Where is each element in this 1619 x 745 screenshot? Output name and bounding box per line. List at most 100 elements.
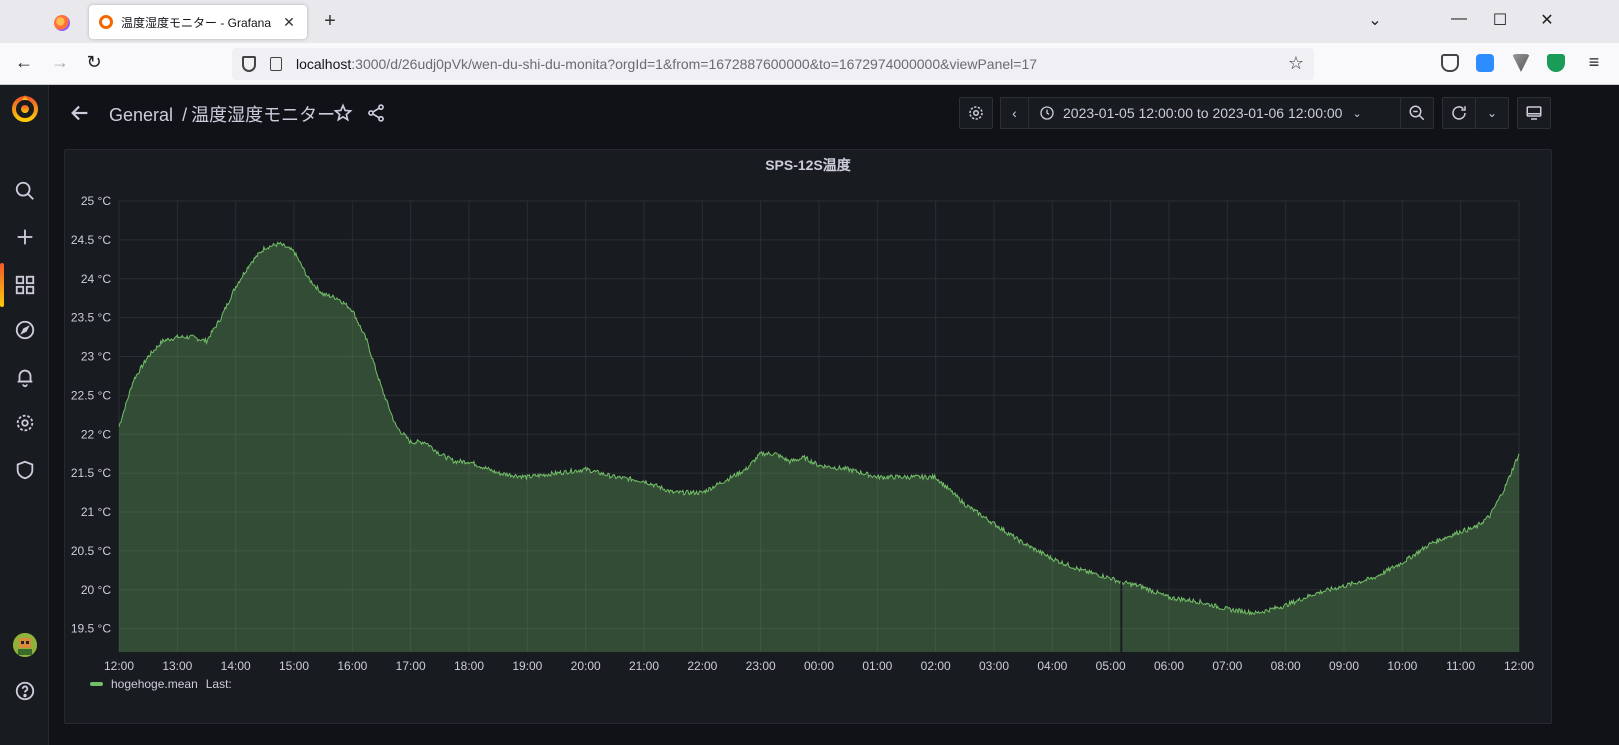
y-tick-label: 23 °C [81, 350, 111, 364]
y-tick-label: 24 °C [81, 272, 111, 286]
tab-title: 温度湿度モニター - Grafana [121, 15, 272, 30]
breadcrumb-folder[interactable]: General [109, 105, 174, 125]
alerting-bell-icon[interactable] [0, 359, 49, 395]
gear-icon [969, 106, 983, 120]
x-tick-label: 17:00 [396, 659, 426, 673]
legend-series-name[interactable]: hogehoge.mean [111, 677, 198, 691]
minimize-window-button[interactable]: — [1451, 10, 1467, 27]
refresh-interval-dropdown[interactable]: ⌄ [1475, 97, 1509, 129]
x-tick-label: 03:00 [979, 659, 1009, 673]
browser-nav-bar: ← → ↻ localhost:3000/d/26udj0pVk/wen-du-… [0, 43, 1619, 85]
y-tick-label: 20.5 °C [71, 544, 111, 558]
x-tick-label: 21:00 [629, 659, 659, 673]
favorite-star-icon[interactable] [333, 103, 353, 123]
dashboards-grid-icon[interactable] [0, 261, 49, 309]
series-line[interactable] [1121, 453, 1520, 617]
legend-series-swatch[interactable] [90, 682, 103, 686]
series-line[interactable] [118, 241, 1121, 585]
dashboard-settings-button[interactable] [959, 97, 993, 129]
close-window-button[interactable]: ✕ [1540, 12, 1554, 29]
time-range-back-chevron-icon[interactable]: ‹ [1001, 98, 1029, 128]
breadcrumb: General / 温度湿度モニター [109, 101, 335, 127]
grafana-favicon-icon [99, 15, 113, 29]
exit-panel-back-arrow-icon[interactable] [69, 102, 91, 124]
x-tick-label: 05:00 [1096, 659, 1126, 673]
x-tick-label: 16:00 [337, 659, 367, 673]
vue-devtools-icon[interactable] [1512, 54, 1530, 72]
tracking-protection-shield-icon[interactable] [242, 56, 256, 72]
share-icon[interactable] [366, 103, 386, 123]
refresh-icon [1452, 106, 1466, 120]
y-tick-label: 22 °C [81, 427, 111, 441]
x-tick-label: 20:00 [571, 659, 601, 673]
server-admin-shield-icon[interactable] [0, 452, 49, 488]
time-range-picker-button[interactable]: 2023-01-05 12:00:00 to 2023-01-06 12:00:… [1029, 98, 1403, 128]
x-tick-label: 19:00 [512, 659, 542, 673]
x-tick-label: 18:00 [454, 659, 484, 673]
chart-legend: hogehoge.mean Last: [90, 677, 232, 691]
user-avatar[interactable] [13, 633, 37, 657]
firefox-menu-tab[interactable] [38, 8, 86, 38]
x-tick-label: 07:00 [1212, 659, 1242, 673]
list-all-tabs-chevron-icon[interactable]: ⌄ [1368, 12, 1382, 29]
dashboard-title[interactable]: 温度湿度モニター [191, 105, 336, 125]
configuration-gear-icon[interactable] [0, 405, 49, 441]
zoom-out-icon [1409, 105, 1425, 121]
y-tick-label: 21.5 °C [71, 466, 111, 480]
grafana-logo-icon[interactable] [10, 93, 40, 123]
x-tick-label: 10:00 [1387, 659, 1417, 673]
x-tick-label: 12:00 [104, 659, 134, 673]
breadcrumb-separator: / [182, 105, 188, 125]
explore-compass-icon[interactable] [0, 312, 49, 348]
x-tick-label: 00:00 [804, 659, 834, 673]
x-tick-label: 08:00 [1271, 659, 1301, 673]
chevron-down-icon: ⌄ [1352, 107, 1362, 120]
y-tick-label: 20 °C [81, 583, 111, 597]
reload-icon[interactable]: ↻ [86, 52, 102, 72]
url-text[interactable]: localhost:3000/d/26udj0pVk/wen-du-shi-du… [296, 56, 1038, 72]
bookmark-star-icon[interactable]: ☆ [1287, 53, 1304, 73]
time-series-chart[interactable]: 19.5 °C 20 °C 20.5 °C 21 °C 21.5 °C 22 °C 22.5… [65, 150, 1553, 725]
x-tick-label: 04:00 [1037, 659, 1067, 673]
x-tick-label: 22:00 [687, 659, 717, 673]
monitor-icon [1526, 106, 1542, 120]
x-tick-label: 14:00 [221, 659, 251, 673]
x-tick-label: 06:00 [1154, 659, 1184, 673]
new-tab-button[interactable]: + [324, 10, 336, 32]
dashboard-nav-bar: General / 温度湿度モニター ‹ 2023-01-05 12:00:00 … [49, 85, 1619, 141]
zoom-out-button[interactable] [1400, 97, 1434, 129]
x-tick-label: 15:00 [279, 659, 309, 673]
browser-tab-active[interactable]: 温度湿度モニター - Grafana ✕ [89, 5, 307, 39]
y-tick-label: 23.5 °C [71, 311, 111, 325]
back-arrow-icon[interactable]: ← [15, 52, 33, 72]
time-range-label: 2023-01-05 12:00:00 to 2023-01-06 12:00:… [1063, 105, 1343, 121]
x-tick-label: 12:00 [1504, 659, 1534, 673]
refresh-button[interactable] [1442, 97, 1476, 129]
legend-last-label: Last: [205, 677, 232, 691]
chevron-down-icon: ⌄ [1486, 106, 1498, 120]
panel-title[interactable]: SPS-12S温度 [765, 157, 851, 173]
grafana-side-menu [0, 85, 49, 745]
maximize-window-button[interactable]: ☐ [1492, 12, 1508, 29]
help-question-icon[interactable] [0, 673, 49, 709]
kiosk-mode-button[interactable] [1517, 97, 1551, 129]
y-tick-label: 22.5 °C [71, 388, 111, 402]
y-tick-label: 25 °C [81, 194, 111, 208]
adguard-shield-icon[interactable] [1547, 54, 1565, 72]
x-tick-label: 23:00 [746, 659, 776, 673]
page-info-icon[interactable] [270, 57, 282, 71]
url-bar[interactable]: localhost:3000/d/26udj0pVk/wen-du-shi-du… [232, 48, 1314, 80]
pocket-icon[interactable] [1441, 54, 1459, 72]
y-tick-label: 19.5 °C [71, 622, 111, 636]
series-area-fill [1122, 453, 1519, 652]
y-tick-label: 24.5 °C [71, 233, 111, 247]
app-menu-hamburger-icon[interactable]: ≡ [1588, 52, 1600, 72]
forward-arrow-icon[interactable]: → [51, 52, 69, 72]
create-plus-icon[interactable] [0, 219, 49, 255]
x-tick-label: 09:00 [1329, 659, 1359, 673]
x-tick-label: 11:00 [1446, 659, 1475, 673]
search-icon[interactable] [0, 173, 49, 209]
x-tick-label: 01:00 [862, 659, 892, 673]
tab-close-icon[interactable]: ✕ [283, 13, 295, 30]
zoom-extension-icon[interactable] [1476, 54, 1494, 72]
